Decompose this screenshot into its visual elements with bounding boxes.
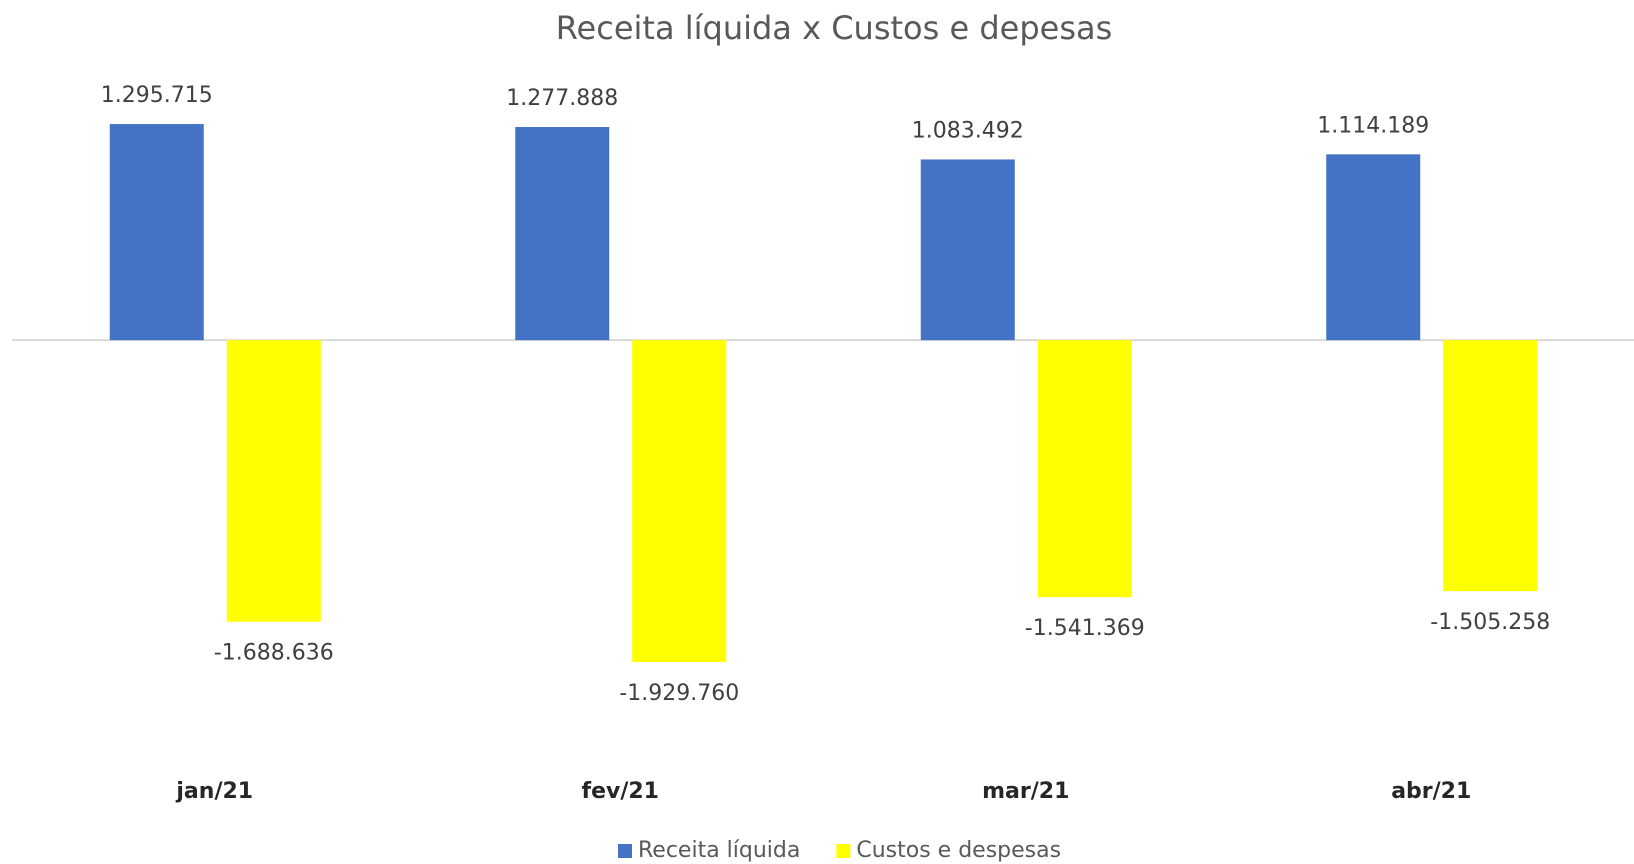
- bar: [109, 124, 204, 341]
- chart-title: Receita líquida x Custos e depesas: [556, 9, 1113, 47]
- legend-label: Custos e despesas: [856, 838, 1061, 863]
- bar: [1443, 340, 1538, 592]
- bar: [1326, 154, 1421, 341]
- x-tick-label: mar/21: [982, 779, 1069, 804]
- bar: [515, 127, 610, 341]
- bar: [632, 340, 727, 662]
- data-label: 1.083.492: [912, 118, 1024, 143]
- x-tick-label: jan/21: [175, 779, 253, 804]
- legend-swatch: [618, 844, 632, 858]
- data-label: -1.505.258: [1430, 610, 1550, 635]
- x-tick-label: fev/21: [582, 779, 659, 804]
- bar: [1037, 340, 1132, 598]
- data-label: -1.541.369: [1025, 616, 1145, 641]
- x-tick-label: abr/21: [1391, 779, 1471, 804]
- data-label: -1.929.760: [619, 681, 739, 706]
- data-label: 1.295.715: [101, 83, 213, 108]
- legend-swatch: [836, 844, 851, 858]
- bar: [920, 159, 1015, 341]
- bar: [226, 340, 321, 622]
- data-label: 1.277.888: [506, 86, 618, 111]
- legend-label: Receita líquida: [638, 838, 800, 863]
- data-label: 1.114.189: [1317, 113, 1429, 138]
- data-label: -1.688.636: [214, 641, 334, 666]
